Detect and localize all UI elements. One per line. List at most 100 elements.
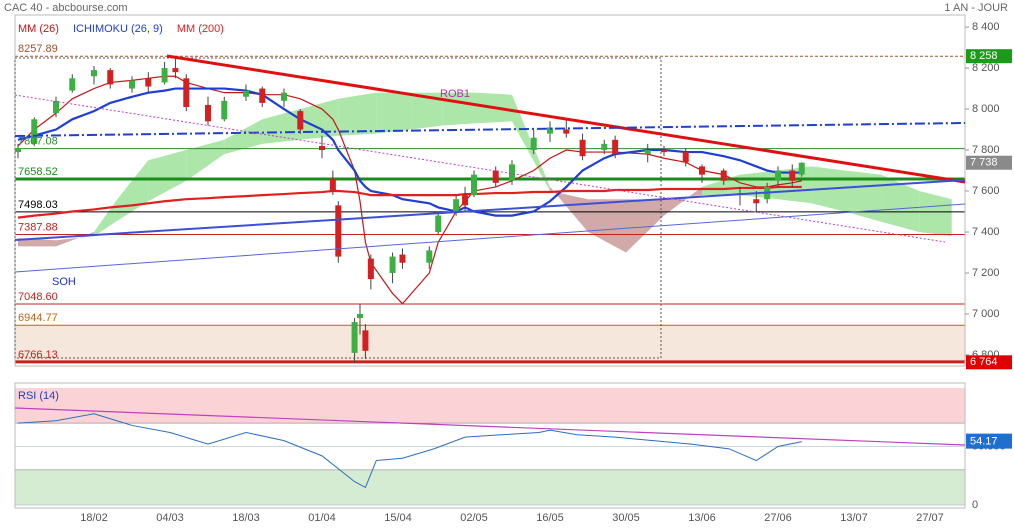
candle-body <box>297 111 304 130</box>
cloud-segment <box>550 186 588 232</box>
x-tick-label: 02/05 <box>460 512 488 524</box>
rsi-title: RSI (14) <box>18 390 59 402</box>
level-label: 7658.52 <box>18 166 58 178</box>
candle-body <box>259 88 266 103</box>
page-title: CAC 40 - abcbourse.com <box>4 2 128 14</box>
candle-body <box>319 145 325 151</box>
rsi-tick-label: 0 <box>972 499 978 511</box>
cloud-segment <box>94 201 116 237</box>
y-tick-label: 8 200 <box>972 62 1000 74</box>
x-tick-label: 13/06 <box>688 512 716 524</box>
candle-body <box>161 68 168 83</box>
level-label: 7387.88 <box>18 221 58 233</box>
level-label: 6944.77 <box>18 312 58 324</box>
x-tick-label: 27/06 <box>764 512 792 524</box>
annotation: SOH <box>52 276 76 288</box>
cloud-segment <box>919 191 952 237</box>
x-tick-label: 01/04 <box>308 512 336 524</box>
candle-body <box>357 313 363 319</box>
candle-body <box>91 70 97 77</box>
candle-body <box>753 199 760 204</box>
zone-box <box>14 57 662 359</box>
price-label-box <box>966 155 1012 170</box>
candle-body <box>789 170 796 181</box>
ma-line <box>17 87 802 217</box>
cloud-segment <box>588 199 626 253</box>
candle-body <box>281 92 287 101</box>
x-tick-label: 18/03 <box>232 512 260 524</box>
y-tick-label: 7 600 <box>972 185 1000 197</box>
candle-body <box>775 170 781 181</box>
candle-body <box>335 205 342 257</box>
level-label: 8257.89 <box>18 43 58 55</box>
cloud-segment <box>300 98 339 140</box>
legend-entry: MM (200) <box>177 23 224 35</box>
candle-body <box>492 170 499 183</box>
main-panel <box>14 14 966 367</box>
cloud-segment <box>148 150 187 202</box>
x-tick-label: 13/07 <box>840 512 868 524</box>
under-layer <box>15 55 965 506</box>
candle-body <box>644 150 651 155</box>
candle-body <box>601 143 608 151</box>
price-label-box <box>966 49 1012 64</box>
price-label: 6 764 <box>970 356 998 368</box>
candle-body <box>399 254 406 263</box>
candle-body <box>362 330 369 351</box>
y-tick-label: 7 400 <box>972 226 1000 238</box>
legend-entry: ICHIMOKU (26, 9) <box>73 23 163 35</box>
period: 1 AN - JOUR <box>944 2 1008 14</box>
x-tick-label: 27/07 <box>916 512 944 524</box>
candle-body <box>563 129 570 134</box>
candle-body <box>509 164 515 181</box>
candle-body <box>699 166 705 175</box>
candle-body <box>329 178 336 192</box>
candle-body <box>107 70 114 85</box>
candle-body <box>453 199 460 212</box>
candle-body <box>798 162 805 175</box>
candle-body <box>471 174 477 196</box>
candle-body <box>53 100 59 114</box>
candle-body <box>243 90 249 97</box>
x-tick-label: 15/04 <box>384 512 412 524</box>
candle-body <box>389 256 396 273</box>
level-label: 7807.08 <box>18 135 58 147</box>
y-tick-label: 8 400 <box>972 21 1000 33</box>
candle-body <box>426 250 433 263</box>
cloud-segment <box>186 139 225 181</box>
x-tick-label: 30/05 <box>612 512 640 524</box>
rsi-band <box>15 469 965 505</box>
cloud-segment <box>411 92 443 130</box>
candle-body <box>547 127 553 134</box>
trend-line <box>14 122 966 137</box>
candle-body <box>183 78 190 108</box>
candle-body <box>612 139 619 155</box>
over-layer <box>15 55 805 489</box>
x-tick-label: 18/02 <box>80 512 108 524</box>
level-zone <box>15 325 965 362</box>
rsi-trend-line <box>14 407 966 446</box>
x-tick-label: 04/03 <box>156 512 184 524</box>
rsi-panel <box>14 382 966 509</box>
trend-line <box>14 203 966 273</box>
cloud-segment <box>338 92 377 136</box>
price-label-box <box>966 355 1012 370</box>
rsi-current: 54.17 <box>970 436 998 448</box>
ma-line <box>17 185 802 219</box>
trend-line <box>14 179 966 241</box>
rsi-current-box <box>966 433 1012 449</box>
level-label: 7498.03 <box>18 199 58 211</box>
candle-body <box>129 80 135 89</box>
cloud-segment <box>881 174 920 232</box>
cloud-segment <box>664 186 702 216</box>
candle-body <box>367 258 374 280</box>
candle-body <box>145 78 152 87</box>
candle-body <box>172 68 179 73</box>
legend-entry: MM (26) <box>18 23 59 35</box>
candle-body <box>682 152 689 163</box>
cloud-segment <box>844 170 882 222</box>
price-label: 7 738 <box>970 157 998 169</box>
y-tick-label: 8 000 <box>972 103 1000 115</box>
rsi-line <box>17 413 802 489</box>
